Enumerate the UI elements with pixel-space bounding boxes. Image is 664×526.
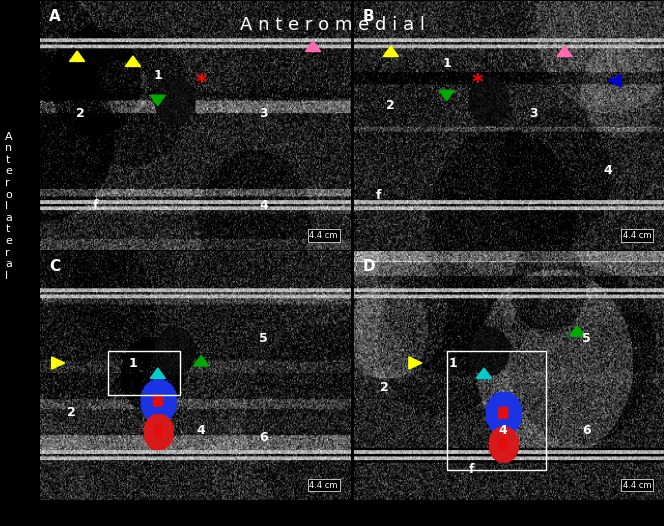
Text: f: f: [376, 189, 381, 201]
Polygon shape: [70, 51, 85, 62]
Text: 2: 2: [66, 406, 75, 419]
Polygon shape: [194, 356, 209, 366]
Polygon shape: [125, 56, 141, 66]
Text: 4.4 cm: 4.4 cm: [623, 231, 651, 240]
Text: 5: 5: [259, 332, 268, 345]
Bar: [447, 351, 546, 470]
Text: 6: 6: [582, 423, 591, 437]
Text: *: *: [472, 73, 483, 93]
Text: 4.4 cm: 4.4 cm: [623, 481, 651, 490]
Text: A n t e r o m e d i a l: A n t e r o m e d i a l: [240, 16, 424, 34]
Text: 1: 1: [153, 69, 162, 83]
Text: 4: 4: [259, 199, 268, 211]
Text: 3: 3: [259, 107, 268, 119]
Polygon shape: [570, 326, 585, 336]
Text: 4: 4: [197, 423, 206, 437]
Text: f: f: [93, 199, 98, 211]
Text: 5: 5: [582, 332, 591, 345]
Text: 1: 1: [129, 357, 137, 369]
Text: *: *: [195, 73, 207, 93]
Polygon shape: [476, 368, 491, 378]
Bar: [108, 351, 179, 396]
Text: A
n
t
e
r
o
l
a
t
e
r
a
l: A n t e r o l a t e r a l: [5, 132, 13, 281]
Polygon shape: [557, 46, 572, 56]
Text: D: D: [363, 259, 376, 274]
Text: f: f: [469, 463, 474, 477]
Text: 6: 6: [259, 431, 268, 444]
Text: 3: 3: [529, 107, 538, 119]
Polygon shape: [305, 41, 321, 52]
Text: 1: 1: [442, 57, 451, 70]
Polygon shape: [439, 90, 454, 100]
Polygon shape: [150, 368, 165, 378]
Polygon shape: [409, 357, 422, 369]
Text: 4.4 cm: 4.4 cm: [309, 231, 338, 240]
Text: 1: 1: [449, 357, 457, 369]
Text: 2: 2: [380, 381, 389, 394]
Text: C: C: [49, 259, 60, 274]
Text: 4.4 cm: 4.4 cm: [309, 481, 338, 490]
Text: 4: 4: [498, 423, 507, 437]
Polygon shape: [383, 46, 398, 56]
Text: 2: 2: [76, 107, 84, 119]
Text: 2: 2: [386, 99, 395, 112]
Text: B: B: [363, 9, 374, 24]
Polygon shape: [150, 95, 165, 106]
Text: 4: 4: [604, 164, 612, 177]
Text: A: A: [49, 9, 61, 24]
Polygon shape: [52, 357, 64, 369]
Polygon shape: [608, 75, 621, 87]
